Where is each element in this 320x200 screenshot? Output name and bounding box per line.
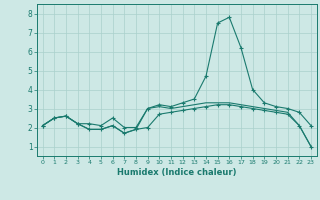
X-axis label: Humidex (Indice chaleur): Humidex (Indice chaleur) [117, 168, 236, 177]
